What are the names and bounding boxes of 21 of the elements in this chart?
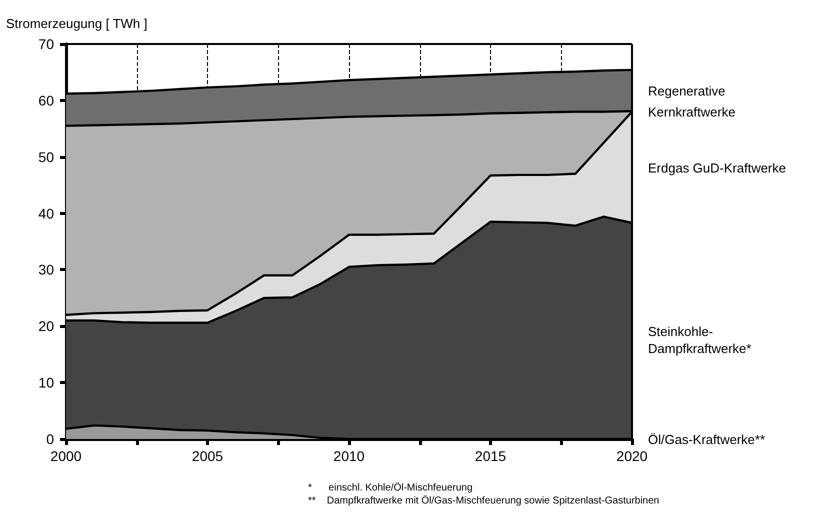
series-label: Regenerative [648, 84, 726, 99]
text: * einschl. Kohle/Öl-Mischfeuerung [308, 482, 473, 494]
y-tick-label: 10 [38, 374, 54, 391]
x-tick-label: 2015 [474, 448, 506, 464]
y-tick-label: 40 [38, 205, 54, 222]
series-label: Steinkohle- Dampfkraftwerke* [648, 324, 752, 356]
y-axis-title: Stromerzeugung [ TWh ] [6, 16, 148, 31]
x-tick-label: 2000 [50, 448, 82, 464]
x-tick-label: 2020 [616, 448, 648, 464]
series-label: Erdgas GuD-Kraftwerke [648, 160, 786, 176]
y-tick-label: 20 [38, 318, 54, 334]
text: ** Dampfkraftwerke mit Öl/Gas-Mischfeuerung sowie Spitzenlast-Gasturbinen [308, 494, 660, 506]
y-tick-label: 50 [38, 148, 54, 165]
x-tick-label: 2005 [192, 448, 224, 464]
x-tick-label: 2010 [333, 448, 365, 464]
series-label: Kernkraftwerke [648, 104, 736, 120]
y-tick-label: 60 [38, 92, 54, 108]
y-tick-label: 30 [38, 262, 54, 278]
y-tick-label: 70 [38, 36, 54, 52]
y-tick-label: 0 [46, 431, 54, 447]
series-label: Öl/Gas-Kraftwerke** [648, 432, 766, 447]
